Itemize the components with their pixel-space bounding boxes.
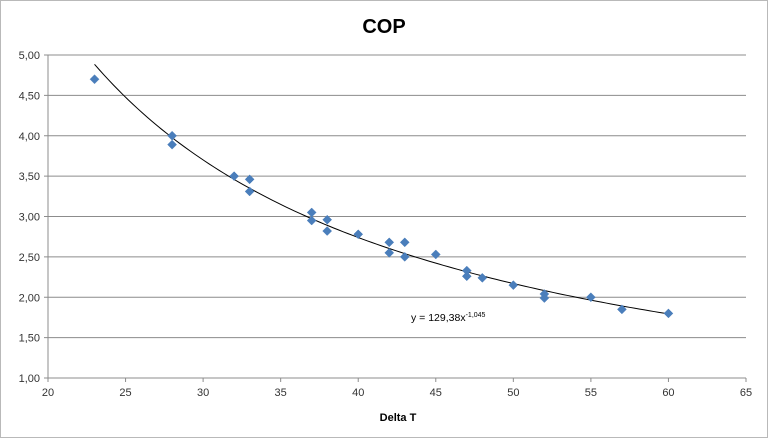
data-point <box>384 247 395 258</box>
trendline-equation-base: y = 129,38x <box>411 312 466 324</box>
data-point <box>399 237 410 248</box>
x-tick-label: 50 <box>507 387 519 399</box>
y-tick-label: 2,00 <box>19 292 40 304</box>
data-point <box>322 226 333 236</box>
data-point <box>663 308 674 319</box>
y-tick-label: 5,00 <box>19 50 40 62</box>
x-tick-label: 65 <box>740 387 752 399</box>
x-tick-label: 35 <box>275 387 287 399</box>
y-tick-label: 1,00 <box>19 373 40 385</box>
x-axis-label: Delta T <box>380 412 417 424</box>
x-tick-label: 60 <box>662 387 674 399</box>
y-tick-label: 4,50 <box>19 90 40 102</box>
y-tick-label: 4,00 <box>19 131 40 143</box>
data-point <box>477 273 488 283</box>
axes <box>44 54 747 382</box>
data-point <box>306 207 317 218</box>
data-point <box>430 249 441 260</box>
data-point <box>167 130 177 141</box>
data-point <box>508 280 519 290</box>
x-tick-label: 20 <box>42 387 54 399</box>
data-point <box>89 74 100 85</box>
data-point <box>353 229 364 240</box>
data-point <box>539 293 550 303</box>
data-point <box>586 292 596 303</box>
tick-labels: 1,00 1,50 2,00 2,50 3,00 3,50 4,00 4,50 5,00 20 25… <box>19 50 753 399</box>
data-point <box>229 171 239 181</box>
data-point <box>322 214 333 225</box>
y-tick-label: 3,50 <box>19 171 40 183</box>
y-tick-label: 1,50 <box>19 333 40 345</box>
x-tick-label: 25 <box>119 387 131 399</box>
x-tick-label: 40 <box>352 387 364 399</box>
data-points <box>89 74 674 319</box>
x-tick-label: 30 <box>197 387 209 399</box>
data-point <box>167 139 177 150</box>
trendline-curve <box>94 63 669 315</box>
chart-title: COP <box>362 16 405 38</box>
data-point <box>399 252 410 262</box>
data-point <box>384 237 395 248</box>
trendline-equation: y = 129,38x-1,045 <box>411 312 486 324</box>
x-tick-label: 55 <box>585 387 597 399</box>
data-point <box>244 186 255 197</box>
gridlines <box>48 54 746 339</box>
x-tick-label: 45 <box>430 387 442 399</box>
data-point <box>244 174 255 185</box>
trendline <box>94 63 669 315</box>
data-point <box>461 271 472 282</box>
data-point <box>617 304 627 315</box>
y-tick-label: 3,00 <box>19 212 40 224</box>
trendline-equation-exponent: -1,045 <box>466 312 486 319</box>
data-point <box>306 215 317 226</box>
y-tick-label: 2,50 <box>19 252 40 264</box>
